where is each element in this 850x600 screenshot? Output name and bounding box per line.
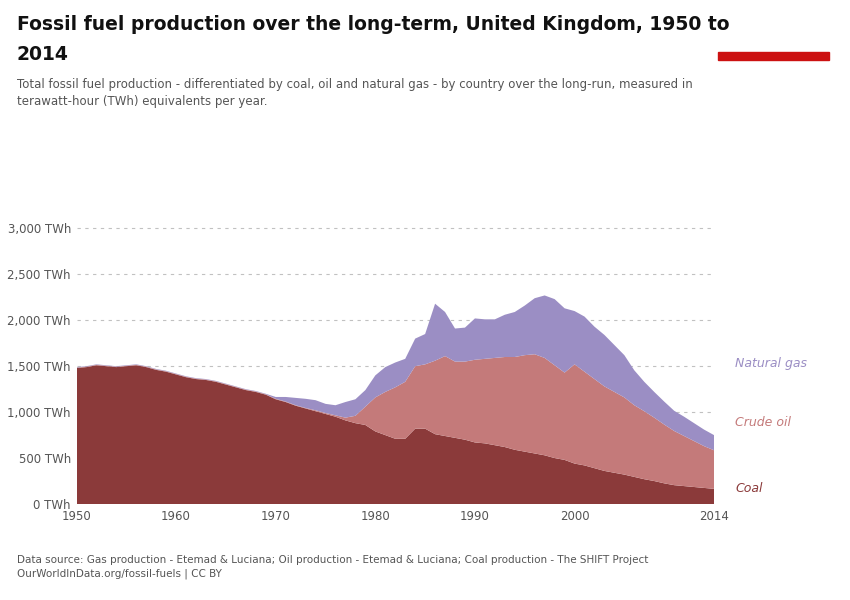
Text: Natural gas: Natural gas xyxy=(735,356,808,370)
Text: Data source: Gas production - Etemad & Luciana; Oil production - Etemad & Lucian: Data source: Gas production - Etemad & L… xyxy=(17,556,649,579)
Text: Coal: Coal xyxy=(735,482,762,496)
Text: Total fossil fuel production - differentiated by coal, oil and natural gas - by : Total fossil fuel production - different… xyxy=(17,78,693,108)
Text: Our World: Our World xyxy=(744,18,803,28)
Text: 2014: 2014 xyxy=(17,45,69,64)
Bar xyxy=(718,52,829,60)
Text: in Data: in Data xyxy=(752,34,795,44)
Text: Crude oil: Crude oil xyxy=(735,416,791,430)
Text: Fossil fuel production over the long-term, United Kingdom, 1950 to: Fossil fuel production over the long-ter… xyxy=(17,15,729,34)
